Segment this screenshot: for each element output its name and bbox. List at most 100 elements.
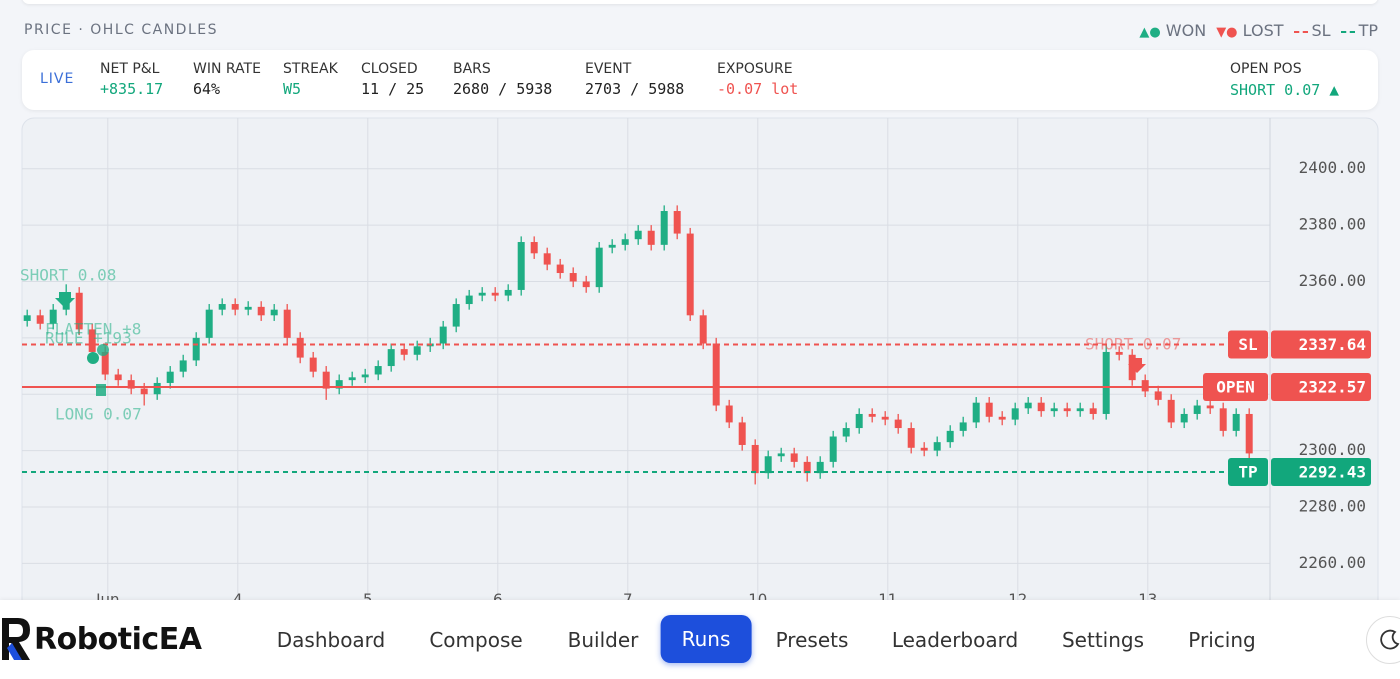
candle-body bbox=[88, 329, 96, 352]
candle-body bbox=[946, 430, 954, 443]
stat-value: +835.17 bbox=[100, 80, 164, 98]
nav-item[interactable]: Runs bbox=[660, 615, 752, 663]
candle-body bbox=[998, 416, 1006, 420]
stat-value: 64% bbox=[193, 80, 221, 98]
candle-body bbox=[855, 413, 863, 429]
y-tick-label: 2280.00 bbox=[1299, 496, 1366, 515]
nav-bar: RoboticEA Dashboard Compose Builder Runs Pre… bbox=[0, 600, 1400, 679]
level-badge bbox=[1228, 330, 1268, 359]
level-value-badge bbox=[1271, 330, 1371, 359]
candle-body bbox=[634, 230, 642, 240]
legend-sl: SL bbox=[1293, 21, 1331, 40]
level-value: 2337.64 bbox=[1299, 335, 1366, 354]
direction-icon: ▲ bbox=[1329, 80, 1339, 99]
candle-body bbox=[335, 380, 343, 389]
candle-body bbox=[49, 309, 57, 324]
candle-body bbox=[686, 233, 694, 316]
stat-label: EVENT bbox=[585, 61, 632, 77]
legend-lost: ▼● LOST bbox=[1216, 21, 1284, 40]
candle-body bbox=[530, 242, 538, 254]
candle-body bbox=[361, 374, 369, 378]
candle-body bbox=[101, 351, 109, 375]
nav-item[interactable]: Presets bbox=[775, 628, 849, 652]
stat-label: CLOSED bbox=[361, 61, 418, 77]
candle-body bbox=[595, 247, 603, 288]
level-name: OPEN bbox=[1216, 377, 1255, 396]
logo-icon bbox=[2, 618, 30, 660]
candle-body bbox=[296, 337, 304, 358]
chart: 2260.002280.002300.002320.002340.002360.… bbox=[20, 117, 1379, 600]
legend-label: LOST bbox=[1242, 21, 1284, 40]
candle-body bbox=[881, 416, 889, 420]
x-tick-label: 12 bbox=[1008, 591, 1027, 601]
brand[interactable]: RoboticEA bbox=[34, 622, 202, 657]
candle-body bbox=[1076, 408, 1084, 412]
candle-body bbox=[582, 281, 590, 288]
trade-marker bbox=[1128, 358, 1146, 373]
nav-item[interactable]: Compose bbox=[429, 628, 523, 652]
candle-body bbox=[244, 306, 252, 310]
candle-body bbox=[322, 371, 330, 389]
legend-label: WON bbox=[1165, 21, 1207, 40]
candle-body bbox=[387, 349, 395, 367]
y-tick-label: 2400.00 bbox=[1299, 158, 1366, 177]
candle-body bbox=[1141, 380, 1149, 392]
candle-body bbox=[75, 292, 83, 330]
live-badge: LIVE bbox=[40, 71, 75, 87]
candle-body bbox=[465, 295, 473, 305]
candle-body bbox=[231, 304, 239, 310]
candle-body bbox=[673, 211, 681, 234]
candle-body bbox=[907, 428, 915, 448]
candle-body bbox=[114, 374, 122, 381]
y-tick-label: 2300.00 bbox=[1299, 440, 1366, 459]
nav-item[interactable]: Pricing bbox=[1188, 628, 1256, 652]
candle-body bbox=[933, 442, 941, 451]
candle-body bbox=[1115, 351, 1123, 355]
stat-label: STREAK bbox=[283, 61, 338, 77]
stat-label: BARS bbox=[453, 61, 491, 77]
candle-body bbox=[1180, 413, 1188, 423]
candle-body bbox=[348, 377, 356, 381]
legend-won: ▲● WON bbox=[1139, 21, 1207, 40]
legend: ▲● WON ▼● LOST SL TP bbox=[1139, 21, 1378, 40]
x-tick-label: 7 bbox=[623, 591, 633, 601]
nav-item[interactable]: Settings bbox=[1061, 628, 1145, 652]
level-name: SL bbox=[1238, 335, 1257, 354]
candle-body bbox=[478, 292, 486, 296]
candle-body bbox=[153, 382, 161, 395]
level-badge bbox=[1228, 457, 1268, 486]
candle-body bbox=[517, 242, 525, 290]
x-tick-label: 13 bbox=[1138, 591, 1157, 601]
candle-body bbox=[23, 315, 31, 321]
theme-toggle[interactable] bbox=[1366, 616, 1400, 664]
open-pos-value: SHORT 0.07 bbox=[1230, 81, 1321, 99]
candle-body bbox=[127, 380, 135, 389]
candle-body bbox=[842, 428, 850, 437]
grid: 2260.002280.002300.002320.002340.002360.… bbox=[22, 118, 1366, 600]
nav-item[interactable]: Builder bbox=[567, 628, 639, 652]
candle-body bbox=[36, 315, 44, 324]
x-tick-label: 6 bbox=[493, 591, 503, 601]
candle-body bbox=[816, 461, 824, 474]
candle-body bbox=[140, 388, 148, 395]
stat-value: SHORT 0.07 ▲ bbox=[1230, 80, 1339, 99]
candle-body bbox=[608, 244, 616, 248]
nav-item[interactable]: Leaderboard bbox=[891, 628, 1019, 652]
stat-label: OPEN POS bbox=[1230, 61, 1302, 77]
candle-body bbox=[777, 453, 785, 457]
candle-body bbox=[959, 422, 967, 431]
x-tick-label: 5 bbox=[363, 591, 373, 601]
legend-label: SL bbox=[1311, 21, 1331, 40]
candle-body bbox=[413, 346, 421, 355]
candle-body bbox=[1050, 408, 1058, 412]
candle-body bbox=[1219, 408, 1227, 431]
candle-body bbox=[166, 371, 174, 383]
trade-annotation: LONG 0.07 bbox=[55, 405, 142, 424]
trade-marker bbox=[55, 292, 75, 308]
nav-item[interactable]: Dashboard bbox=[276, 628, 386, 652]
top-card bbox=[22, 0, 1378, 4]
stat-label: EXPOSURE bbox=[717, 61, 793, 77]
candle-body bbox=[1089, 408, 1097, 414]
candle-body bbox=[205, 309, 213, 338]
